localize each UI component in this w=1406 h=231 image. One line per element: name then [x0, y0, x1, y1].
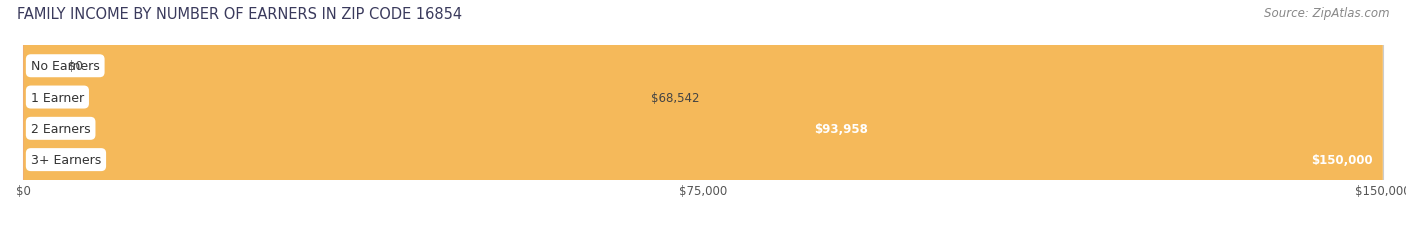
Text: 3+ Earners: 3+ Earners [31, 153, 101, 166]
FancyBboxPatch shape [24, 0, 1382, 231]
FancyBboxPatch shape [24, 0, 1382, 231]
Text: $0: $0 [67, 60, 83, 73]
Text: Source: ZipAtlas.com: Source: ZipAtlas.com [1264, 7, 1389, 20]
Text: $68,542: $68,542 [651, 91, 699, 104]
FancyBboxPatch shape [24, 0, 1382, 231]
FancyBboxPatch shape [24, 0, 875, 231]
Text: 1 Earner: 1 Earner [31, 91, 84, 104]
Text: No Earners: No Earners [31, 60, 100, 73]
FancyBboxPatch shape [24, 0, 1382, 231]
Text: $93,958: $93,958 [814, 122, 869, 135]
FancyBboxPatch shape [24, 0, 1382, 231]
FancyBboxPatch shape [24, 0, 644, 231]
Text: $150,000: $150,000 [1310, 153, 1372, 166]
Text: 2 Earners: 2 Earners [31, 122, 90, 135]
Text: FAMILY INCOME BY NUMBER OF EARNERS IN ZIP CODE 16854: FAMILY INCOME BY NUMBER OF EARNERS IN ZI… [17, 7, 463, 22]
